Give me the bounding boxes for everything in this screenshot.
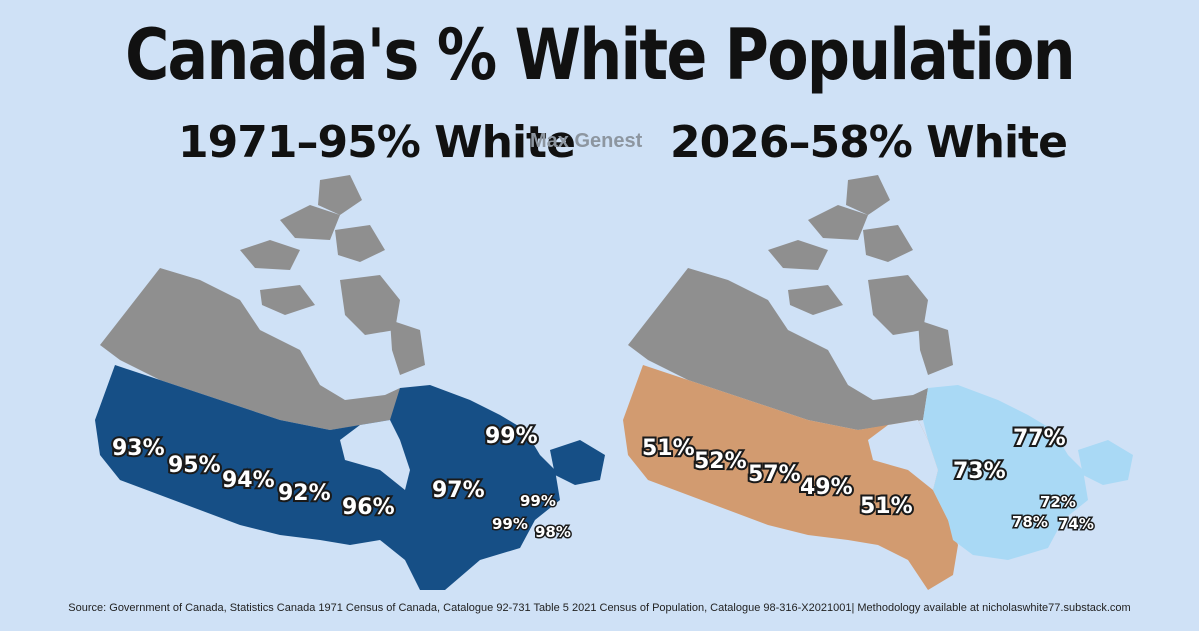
label-2026-nl: 77% [1013, 426, 1066, 451]
map-1971: 93% 95% 94% 92% 96% 97% 99% 99% 99% 98% [95, 175, 605, 590]
label-2026-qc: 73% [953, 459, 1006, 484]
heading-2026: 2026–58% White [670, 116, 1068, 168]
label-1971-mb: 92% [278, 481, 331, 506]
label-2026-bc: 51% [642, 436, 695, 461]
label-2026-nb: 78% [1012, 513, 1048, 531]
label-2026-ns: 74% [1058, 515, 1094, 533]
arctic-islands-1971 [240, 175, 425, 375]
source-caption: Source: Government of Canada, Statistics… [68, 602, 1131, 614]
hudson-bay-1971 [340, 420, 410, 490]
label-1971-ab: 95% [168, 453, 221, 478]
label-2026-sk: 57% [748, 462, 801, 487]
hudson-bay-2026 [868, 420, 938, 490]
watermark: Max Genest [530, 130, 643, 152]
label-1971-qc: 97% [432, 478, 485, 503]
provinces-1971 [95, 365, 560, 590]
label-1971-ns: 98% [535, 523, 571, 541]
label-2026-mb: 49% [800, 475, 853, 500]
map-2026: 51% 52% 57% 49% 51% 73% 77% 72% 78% 74% [623, 175, 1133, 590]
arctic-islands-2026 [768, 175, 953, 375]
label-2026-ab: 52% [694, 449, 747, 474]
label-2026-on: 51% [860, 494, 913, 519]
territories-2026 [628, 268, 928, 430]
label-1971-nb: 99% [492, 515, 528, 533]
provinces-west-2026 [623, 365, 958, 590]
heading-1971: 1971–95% White [178, 116, 576, 168]
provinces-east-2026 [923, 385, 1088, 560]
newfoundland-2026 [1078, 440, 1133, 485]
label-1971-bc: 93% [112, 436, 165, 461]
label-1971-nl: 99% [485, 424, 538, 449]
page-title: Canada's % White Population [125, 14, 1076, 96]
label-1971-sk: 94% [222, 468, 275, 493]
label-2026-pe: 72% [1040, 493, 1076, 511]
territories-1971 [100, 268, 400, 430]
label-1971-pe: 99% [520, 492, 556, 510]
label-1971-on: 96% [342, 495, 395, 520]
newfoundland-1971 [550, 440, 605, 485]
